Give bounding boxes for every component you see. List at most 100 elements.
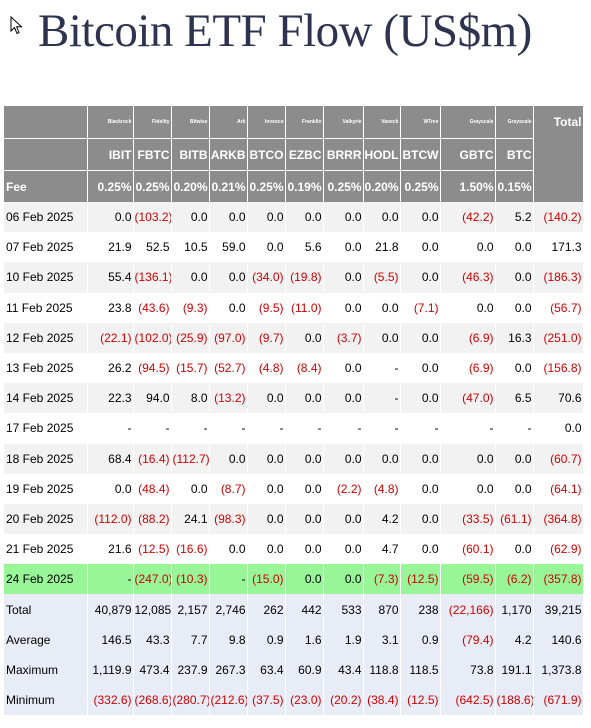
summary-cell: (23.0) [285, 685, 324, 716]
ticker-header: HODL [363, 138, 401, 171]
flow-cell: - [209, 413, 248, 444]
summary-cell: 118.8 [363, 654, 401, 685]
row-total-cell: (64.1) [533, 473, 584, 504]
summary-cell: 1,170 [495, 594, 534, 625]
summary-cell: 473.4 [133, 654, 172, 685]
ticker-header: BTCW [400, 138, 441, 171]
summary-cell: (79.4) [440, 624, 496, 655]
flow-cell: (47.0) [440, 383, 496, 414]
flow-cell: - [87, 413, 134, 444]
page-title: Bitcoin ETF Flow (US$m) [38, 5, 532, 57]
flow-cell: 0.0 [171, 202, 210, 233]
flow-cell: (5.5) [363, 262, 401, 293]
fee-cell: 0.20% [171, 170, 210, 202]
flow-cell: (42.2) [440, 202, 496, 233]
flow-cell: 0.0 [285, 383, 324, 414]
flow-cell: (112.7) [171, 443, 210, 474]
flow-cell: 10.5 [171, 232, 210, 263]
flow-cell: 0.0 [171, 473, 210, 504]
summary-cell: 63.4 [247, 654, 286, 685]
flow-cell: 0.0 [363, 443, 401, 474]
flow-cell: (9.7) [247, 322, 286, 353]
table-row: 24 Feb 2025- (247.0) (10.3) - (15.0) 0.0 0.0 (7… [4, 564, 584, 595]
summary-cell: 40,879 [87, 594, 134, 625]
flow-cell: 0.0 [285, 503, 324, 535]
date-cell: 06 Feb 2025 [4, 202, 88, 233]
flow-cell: (6.9) [440, 352, 496, 384]
row-total-cell: (140.2) [533, 202, 584, 233]
ticker-header: FBTC [133, 138, 172, 171]
table-row: 20 Feb 2025 (112.0) (88.2) 24.1 (98.3) 0.0 0.0… [4, 503, 584, 535]
summary-cell: 870 [363, 594, 401, 625]
flow-cell: - [209, 564, 248, 595]
date-cell: 11 Feb 2025 [4, 292, 88, 323]
flow-cell: 0.0 [495, 292, 534, 323]
summary-cell: (20.2) [323, 685, 364, 716]
ticker-header: BTC [495, 138, 534, 171]
ticker-header: BRRR [323, 138, 364, 171]
table-row: 07 Feb 2025 21.9 52.5 10.5 59.0 0.0 5.6 0.0 21.8… [4, 232, 584, 263]
flow-cell: 0.0 [495, 352, 534, 384]
flow-cell: 0.0 [495, 443, 534, 474]
summary-cell: (268.6) [133, 685, 172, 716]
flow-cell: - [400, 413, 441, 444]
flow-cell: 4.2 [363, 503, 401, 535]
flow-cell: - [363, 352, 401, 384]
date-cell: 24 Feb 2025 [4, 564, 88, 595]
row-total-cell: (357.8) [533, 564, 584, 595]
summary-row: Minimum (332.6) (268.6) (280.7) (212.6) (37.5… [4, 685, 584, 716]
summary-cell: 73.8 [440, 654, 496, 685]
table-row: 10 Feb 2025 55.4 (136.1) 0.0 0.0 (34.0) (19.8)… [4, 262, 584, 293]
row-total-cell: 171.3 [533, 232, 584, 263]
summary-cell: (642.5) [440, 685, 496, 716]
flow-cell: 0.0 [247, 534, 286, 565]
row-total-cell: (56.7) [533, 292, 584, 323]
flow-cell: 0.0 [323, 564, 364, 595]
flow-cell: (22.1) [87, 322, 134, 353]
flow-cell: 16.3 [495, 322, 534, 353]
flow-cell: - [323, 413, 364, 444]
flow-cell: (4.8) [247, 352, 286, 384]
issuer-header: Ark [209, 106, 248, 139]
flow-cell: (15.0) [247, 564, 286, 595]
row-total-cell: 0.0 [533, 413, 584, 444]
flow-cell: 0.0 [285, 443, 324, 474]
flow-cell: 0.0 [285, 473, 324, 504]
flow-cell: 0.0 [440, 443, 496, 474]
summary-cell: 3.1 [363, 624, 401, 655]
flow-cell: 0.0 [440, 473, 496, 504]
summary-cell: 9.8 [209, 624, 248, 655]
summary-cell: 0.9 [400, 624, 441, 655]
date-cell: 19 Feb 2025 [4, 473, 88, 504]
flow-cell: 0.0 [323, 352, 364, 384]
flow-cell: (16.4) [133, 443, 172, 474]
summary-cell: 2,746 [209, 594, 248, 625]
flow-cell: (52.7) [209, 352, 248, 384]
flow-cell: - [363, 383, 401, 414]
flow-cell: (46.3) [440, 262, 496, 293]
issuer-header: Grayscale [495, 106, 534, 139]
issuer-header: Valkyrie [323, 106, 364, 139]
summary-cell: (332.6) [87, 685, 134, 716]
summary-cell: 140.6 [533, 624, 584, 655]
flow-cell: 23.8 [87, 292, 134, 323]
etf-flow-table: Blackrock Fidelity Bitwise Ark Invesco Frankl… [4, 106, 584, 716]
flow-cell: (88.2) [133, 503, 172, 535]
flow-cell: (61.1) [495, 503, 534, 535]
fee-cell: 0.20% [363, 170, 401, 202]
flow-cell: 0.0 [247, 503, 286, 535]
summary-cell: (38.4) [363, 685, 401, 716]
flow-cell: 0.0 [247, 473, 286, 504]
fee-cell: 0.25% [323, 170, 364, 202]
ticker-header: GBTC [440, 138, 496, 171]
flow-cell: 0.0 [247, 443, 286, 474]
summary-cell: 1.9 [323, 624, 364, 655]
total-column-header: Total [533, 106, 584, 202]
flow-cell: (7.1) [400, 292, 441, 323]
flow-cell: 0.0 [400, 443, 441, 474]
summary-cell: (671.9) [533, 685, 584, 716]
flow-cell: 21.6 [87, 534, 134, 565]
flow-cell: 52.5 [133, 232, 172, 263]
flow-cell: (8.4) [285, 352, 324, 384]
flow-cell: 5.6 [285, 232, 324, 263]
